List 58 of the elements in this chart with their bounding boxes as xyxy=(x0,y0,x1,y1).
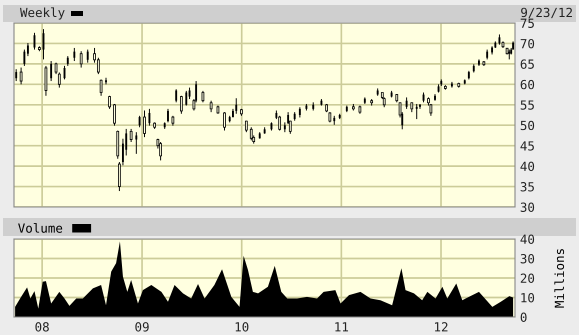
legend-label: Volume xyxy=(18,223,62,233)
candlestick xyxy=(130,128,133,142)
y-tick-label: 70 xyxy=(520,38,534,48)
candlestick xyxy=(210,100,212,113)
candlestick xyxy=(113,103,116,126)
candlestick xyxy=(148,108,150,126)
y-tick-label: 75 xyxy=(520,18,534,28)
y-tick-label: 30 xyxy=(520,202,534,212)
y-tick-label: 35 xyxy=(520,182,534,192)
candlestick xyxy=(34,32,36,50)
y-tick-label: 45 xyxy=(520,141,534,151)
candlestick xyxy=(244,120,248,133)
candlestick xyxy=(50,60,52,82)
candlestick xyxy=(422,92,424,103)
y-tick-label: 60 xyxy=(520,80,534,90)
candlestick xyxy=(202,90,204,103)
y-tick-label: 40 xyxy=(520,162,534,172)
candlestick xyxy=(498,34,500,46)
candlestick xyxy=(223,112,226,132)
candlestick xyxy=(23,49,26,66)
x-tick-label: 12 xyxy=(434,322,448,332)
y-tick-label: 30 xyxy=(520,254,534,264)
candlestick xyxy=(108,95,111,110)
y-tick-label: 55 xyxy=(520,100,534,110)
candlestick xyxy=(172,115,174,126)
y-tick-label: 20 xyxy=(520,274,534,283)
candlestick xyxy=(100,78,102,96)
y-tick-label: 0 xyxy=(520,312,527,322)
candlestick xyxy=(138,115,141,128)
candlestick xyxy=(64,65,66,80)
y-tick-label: 10 xyxy=(521,293,534,302)
candlestick xyxy=(180,95,183,114)
candlestick xyxy=(406,96,408,110)
y-tick-label: 65 xyxy=(520,59,534,69)
x-tick-label: 08 xyxy=(35,322,49,332)
candlestick xyxy=(175,88,178,103)
candlestick xyxy=(486,49,488,60)
candlestick xyxy=(135,132,138,154)
x-tick-label: 10 xyxy=(236,322,248,332)
y2-axis-title: Millions xyxy=(554,249,564,308)
y-tick-label: 50 xyxy=(520,120,534,130)
candlestick xyxy=(167,108,169,123)
candlestick xyxy=(80,50,83,68)
candlestick xyxy=(143,110,146,138)
candlestick xyxy=(328,112,332,123)
candlestick xyxy=(44,65,48,96)
candlestick xyxy=(159,142,162,161)
candlestick xyxy=(250,126,253,141)
text: 9/23/12 xyxy=(521,8,572,18)
candlestick xyxy=(73,47,76,62)
y-tick-label: 40 xyxy=(520,234,534,244)
candlestick xyxy=(15,68,18,82)
chart-title: Weekly xyxy=(20,7,65,20)
x-tick-label: 11 xyxy=(335,322,348,332)
candlestick xyxy=(20,67,22,85)
candlestick xyxy=(298,106,301,118)
candlestick xyxy=(96,57,100,75)
x-tick-label: 09 xyxy=(135,322,149,332)
